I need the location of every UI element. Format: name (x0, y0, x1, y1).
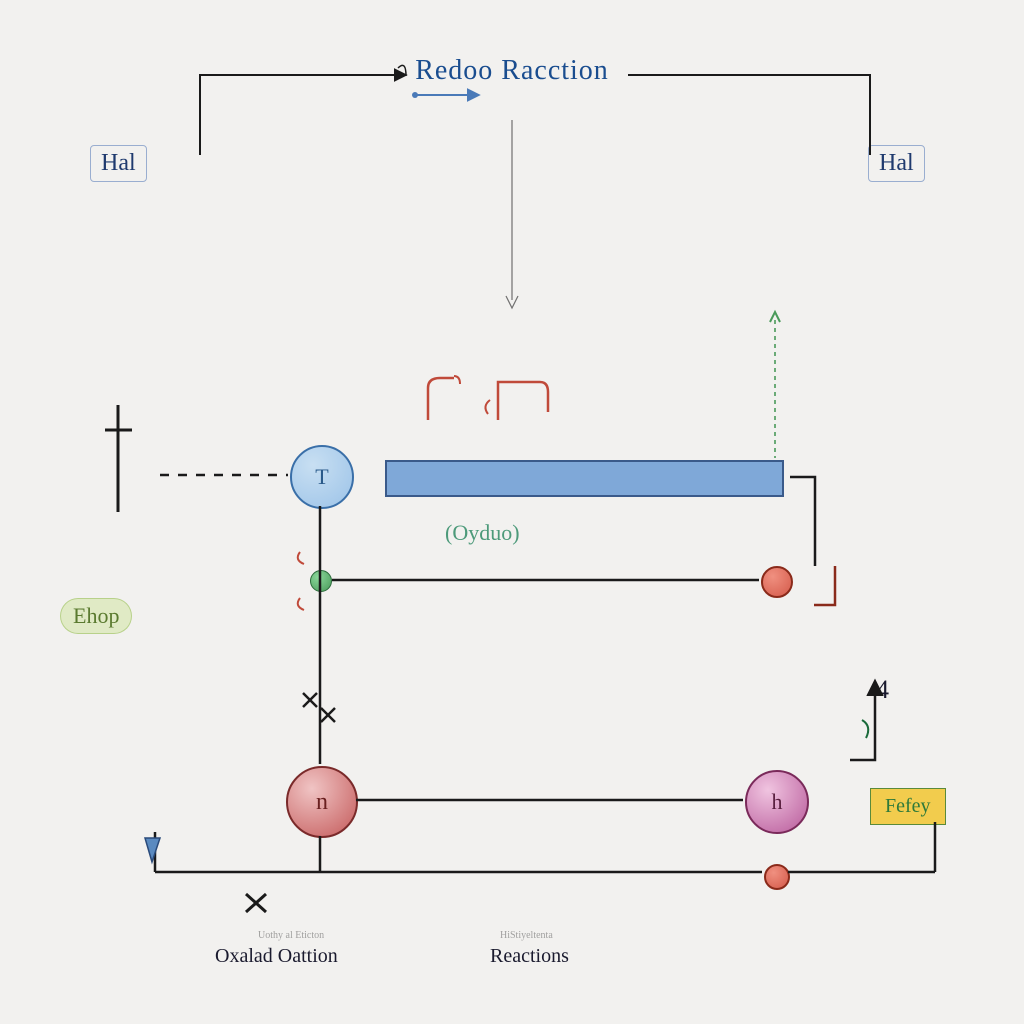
t-node-label: T (315, 464, 328, 490)
hal-right-label: Hal (868, 145, 925, 182)
title-text: Redoo Racction (415, 55, 609, 86)
hal-right-text: Hal (879, 150, 914, 176)
four-label: 4 (876, 675, 889, 705)
mid-red-node (761, 566, 793, 598)
redox-diagram: Redoo Racction Hal Hal (Oyduo) Ehop Fefe… (0, 0, 1024, 1024)
t-node: T (290, 445, 354, 509)
h-node: h (745, 770, 809, 834)
h-node-label: h (772, 789, 783, 815)
bot-red-node (764, 864, 790, 890)
svg-text:Uothy al Eticton: Uothy al Eticton (258, 930, 324, 941)
green-dot-node (310, 570, 332, 592)
n-node-label: n (316, 789, 328, 816)
diagram-title: Redoo Racction (0, 55, 1024, 87)
ehop-text: Ehop (60, 598, 132, 634)
ehop-label: Ehop (60, 598, 132, 634)
oxidation-label: Oxalad Oattion (215, 945, 338, 968)
reactions-label: Reactions (490, 945, 569, 968)
oydu-text: Oyduo (452, 520, 512, 545)
feley-label: Fefey (870, 788, 946, 825)
blue-bar (385, 460, 784, 497)
svg-text:HiStiyeltenta: HiStiyeltenta (500, 930, 553, 941)
hal-left-label: Hal (90, 145, 147, 182)
oydu-label: (Oyduo) (445, 520, 520, 546)
hal-left-text: Hal (101, 150, 136, 176)
n-node: n (286, 766, 358, 838)
feley-text: Fefey (870, 788, 946, 825)
